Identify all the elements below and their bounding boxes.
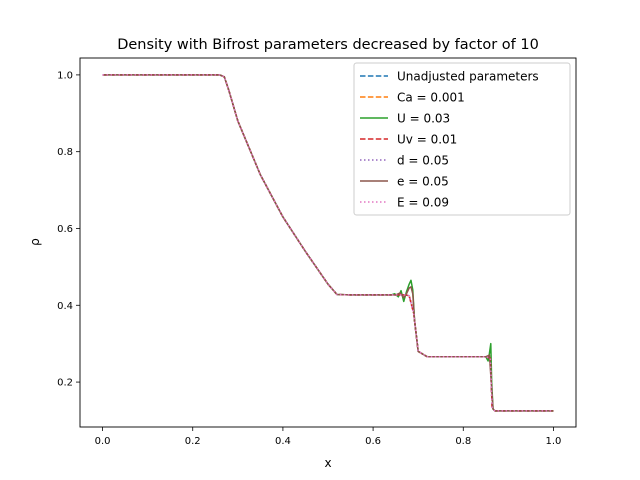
x-tick-label: 0.4 (275, 436, 291, 447)
series-line-7 (102, 74, 554, 412)
series-line-6 (102, 74, 554, 412)
y-tick-label: 0.6 (57, 224, 73, 235)
series-line-4 (102, 74, 554, 412)
plot-frame (79, 57, 577, 428)
x-tick-label: 0.8 (455, 436, 471, 447)
legend-label: U = 0.03 (397, 112, 450, 126)
legend-label: E = 0.09 (397, 196, 449, 210)
x-axis-ticks: 0.0 0.2 0.4 0.6 0.8 1.0 (95, 427, 562, 447)
y-axis-label: ρ (28, 238, 42, 246)
y-axis-ticks: 0.2 0.4 0.6 0.8 1.0 (57, 70, 80, 389)
x-tick-label: 0.0 (95, 436, 111, 447)
x-axis-label: x (324, 456, 331, 470)
legend-label: Uv = 0.01 (397, 133, 457, 147)
chart-title: Density with Bifrost parameters decrease… (117, 37, 539, 53)
legend-box (353, 62, 571, 216)
x-tick-label: 1.0 (546, 436, 562, 447)
plot-lines (102, 74, 554, 412)
y-tick-label: 1.0 (57, 70, 73, 81)
legend: Unadjusted parameters Ca = 0.001 U = 0.03 U… (353, 62, 571, 216)
y-tick-label: 0.2 (57, 378, 73, 389)
legend-label: d = 0.05 (397, 154, 449, 168)
y-tick-label: 0.4 (57, 301, 73, 312)
x-tick-label: 0.2 (185, 436, 201, 447)
legend-label: Unadjusted parameters (397, 70, 539, 84)
legend-label: e = 0.05 (397, 175, 449, 189)
legend-label: Ca = 0.001 (397, 91, 465, 105)
x-tick-label: 0.6 (365, 436, 381, 447)
y-tick-label: 0.8 (57, 147, 73, 158)
